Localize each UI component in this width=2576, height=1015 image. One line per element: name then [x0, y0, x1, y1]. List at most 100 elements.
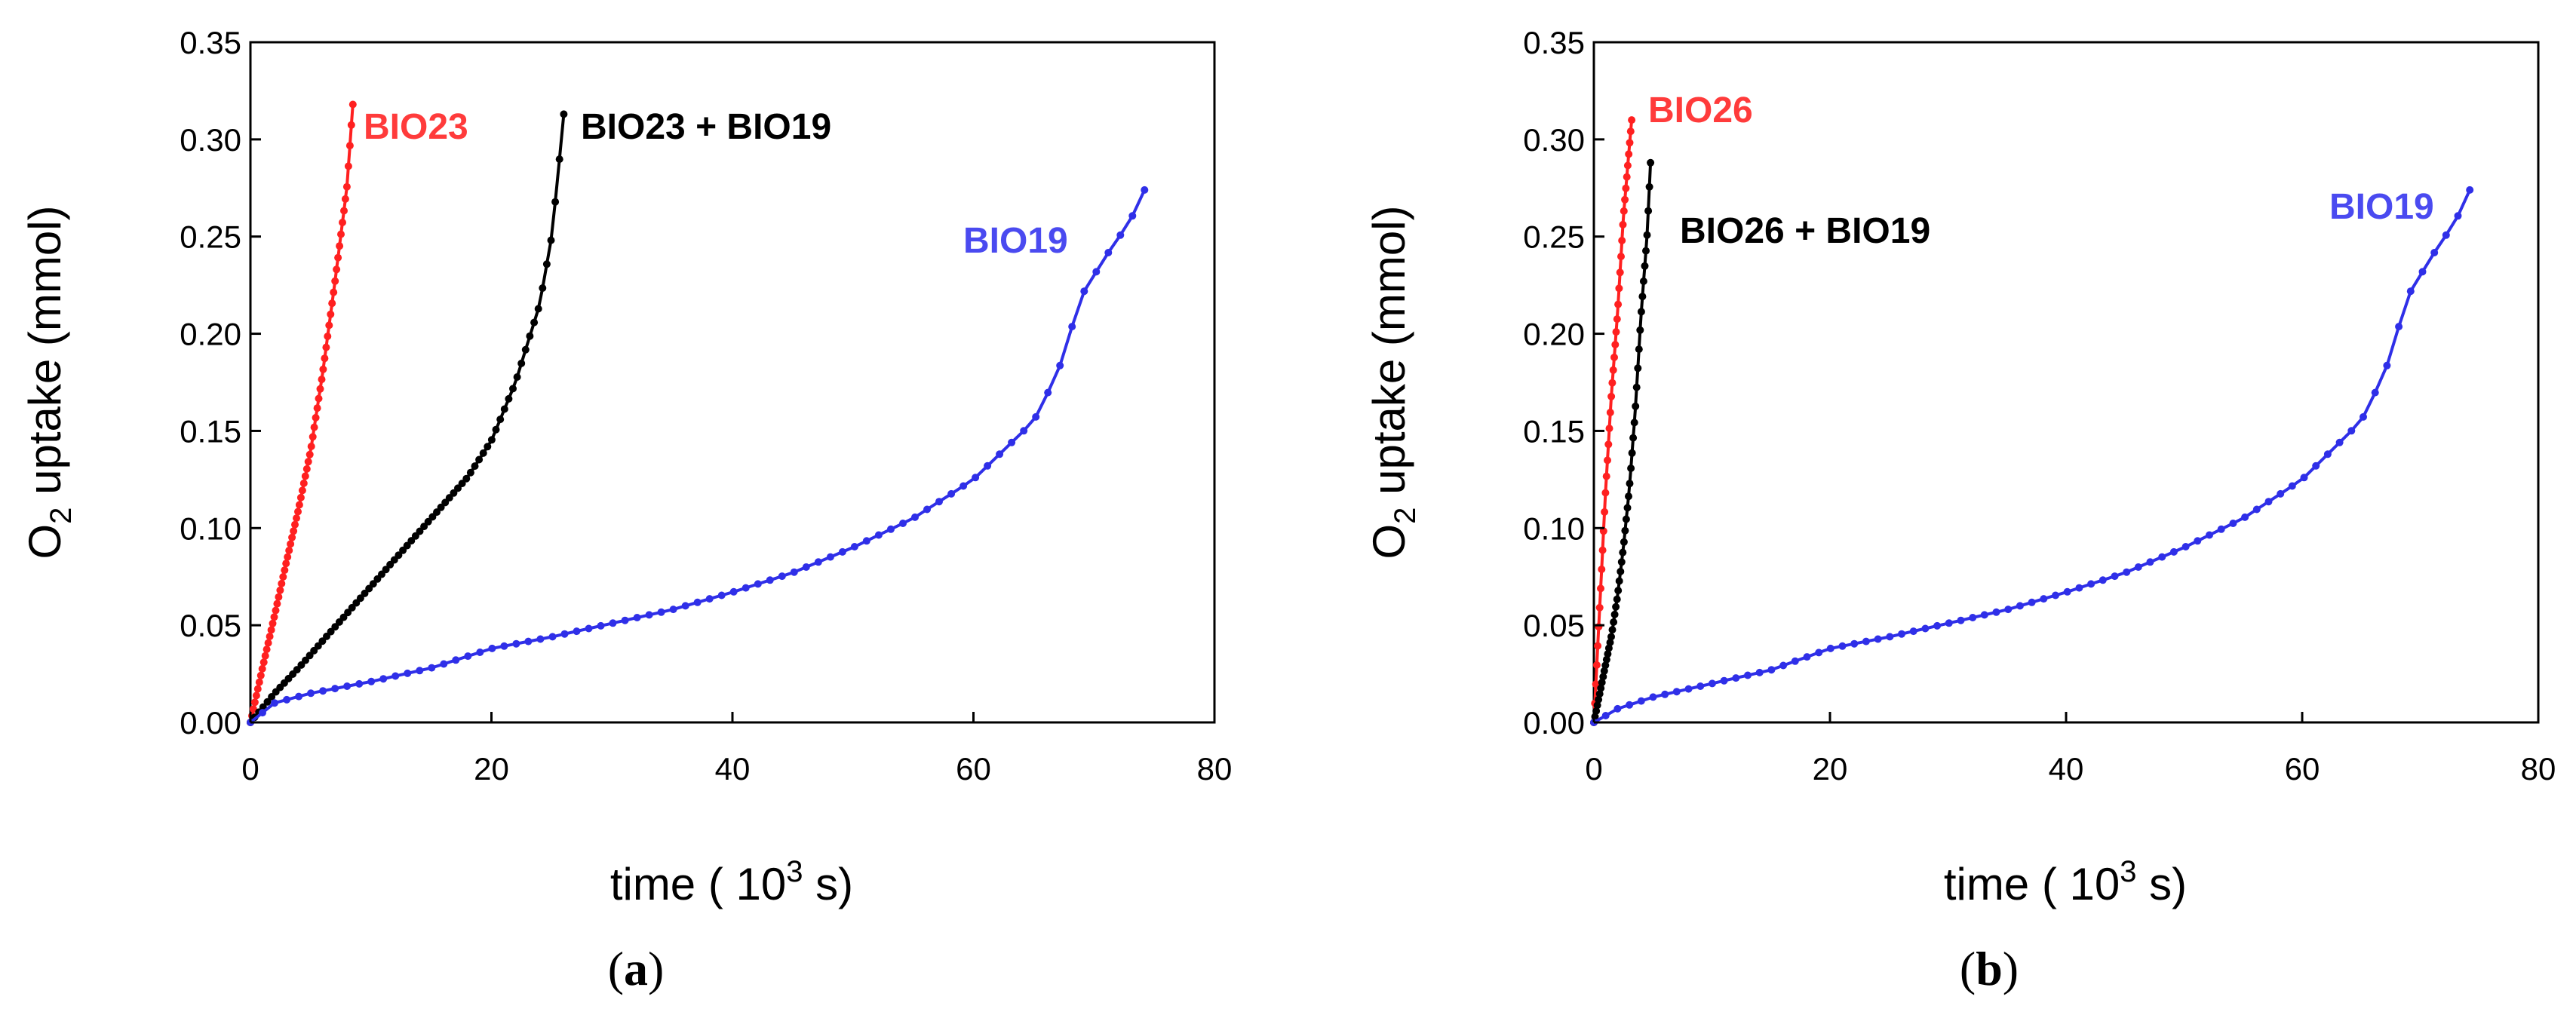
data-point: [2004, 606, 2013, 614]
data-point: [1696, 682, 1705, 690]
data-point: [283, 695, 291, 704]
data-point: [1642, 247, 1650, 255]
data-point: [935, 498, 943, 506]
data-point: [1767, 666, 1776, 674]
panel-a: 0.00 0.05 0.10 0.15 0.20 0.25 0.30 0.35 0 20 40 60 8…: [20, 25, 1232, 995]
x-tick-label: 80: [1197, 751, 1233, 787]
data-point: [327, 310, 335, 318]
data-point: [1613, 315, 1621, 324]
data-point: [1732, 674, 1740, 682]
data-point: [899, 520, 907, 527]
data-point: [2252, 505, 2261, 514]
data-point: [395, 551, 403, 560]
data-point: [1615, 284, 1623, 293]
data-point: [334, 253, 342, 262]
data-point: [285, 547, 293, 554]
series-bio19: [247, 186, 1149, 726]
data-point: [1957, 616, 1965, 624]
data-point: [1601, 508, 1609, 516]
data-point: [2075, 584, 2083, 592]
y-tick-label: 0.10: [1523, 511, 1585, 546]
data-point: [458, 480, 466, 488]
data-point: [2087, 580, 2095, 588]
data-point: [1599, 673, 1607, 681]
data-point: [2371, 388, 2379, 397]
data-point: [1791, 657, 1799, 665]
x-tick-label: 40: [715, 751, 751, 787]
data-point: [1684, 685, 1693, 693]
data-point: [1020, 427, 1028, 435]
data-point: [2206, 531, 2213, 539]
data-point: [669, 606, 677, 614]
data-point: [2169, 547, 2178, 556]
data-point: [337, 230, 345, 238]
data-point: [521, 345, 530, 354]
data-point: [342, 182, 351, 191]
data-point: [959, 482, 968, 490]
data-point: [302, 465, 311, 473]
data-point: [1614, 587, 1623, 595]
data-point: [1617, 558, 1626, 566]
data-point: [536, 635, 545, 643]
data-point: [379, 675, 388, 683]
data-point: [347, 121, 355, 129]
data-point: [1980, 611, 1988, 619]
data-point: [1068, 323, 1076, 331]
data-point: [1597, 684, 1605, 692]
data-point: [484, 443, 492, 451]
data-point: [1607, 633, 1615, 641]
data-point: [539, 284, 547, 292]
data-point: [513, 373, 521, 381]
data-point: [287, 540, 295, 548]
data-point: [996, 450, 1004, 458]
series-label-bio26: BIO26: [1648, 90, 1753, 130]
data-point: [766, 576, 774, 584]
data-point: [923, 505, 931, 514]
data-point: [343, 682, 352, 690]
data-point: [1592, 661, 1601, 669]
data-point: [440, 660, 448, 668]
data-point: [327, 627, 335, 636]
data-point: [1594, 642, 1602, 650]
y-axis-label-suffix: uptake (mmol): [20, 205, 70, 507]
data-point: [1838, 642, 1847, 650]
data-point: [1601, 489, 1610, 497]
data-point: [621, 616, 629, 624]
data-point: [264, 639, 272, 647]
data-point: [1779, 661, 1788, 670]
data-point: [322, 343, 330, 351]
data-point: [1623, 504, 1632, 512]
x-tick-label: 80: [2521, 751, 2556, 787]
data-point: [307, 689, 315, 698]
data-point: [1620, 538, 1628, 546]
data-point: [333, 265, 341, 274]
x-tick-label: 0: [1585, 751, 1602, 787]
data-point: [2360, 412, 2367, 421]
data-point: [548, 633, 557, 641]
data-point: [2241, 513, 2249, 521]
data-point: [1141, 186, 1149, 194]
data-point: [1610, 353, 1618, 361]
data-point: [984, 462, 992, 470]
data-point: [526, 332, 534, 340]
data-point: [1614, 300, 1623, 308]
data-point: [547, 236, 555, 244]
data-point: [345, 142, 354, 150]
data-point: [293, 514, 300, 523]
data-point: [1595, 623, 1603, 631]
data-point: [1604, 456, 1611, 465]
data-point: [261, 652, 269, 660]
data-point: [972, 474, 980, 482]
ticks-layer: 0.00 0.05 0.10 0.15 0.20 0.25 0.30 0.35 0 20 40 60 8…: [1523, 25, 2556, 787]
data-point: [479, 449, 487, 457]
data-point: [1606, 409, 1614, 416]
x-axis-label-prefix: time ( 10: [610, 859, 786, 909]
data-point: [1606, 639, 1614, 646]
y-tick-label: 0.35: [1523, 25, 1585, 60]
data-point: [1104, 249, 1113, 256]
data-point: [1643, 231, 1651, 239]
data-point: [464, 652, 472, 661]
data-point: [299, 479, 308, 487]
data-point: [1629, 434, 1638, 442]
data-point: [1056, 361, 1064, 370]
